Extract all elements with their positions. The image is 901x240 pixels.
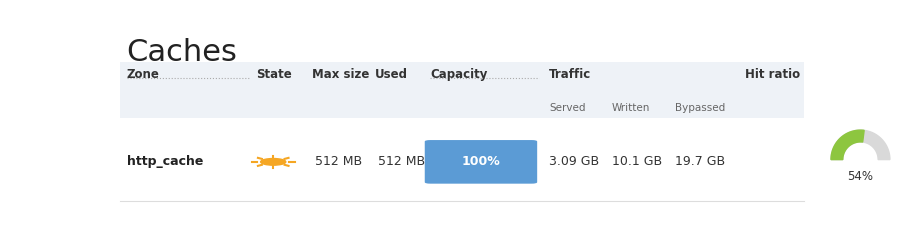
Text: 19.7 GB: 19.7 GB: [675, 155, 725, 168]
Text: 512 MB: 512 MB: [315, 155, 362, 168]
Text: http_cache: http_cache: [126, 155, 203, 168]
Text: 3.09 GB: 3.09 GB: [549, 155, 599, 168]
Circle shape: [260, 159, 286, 165]
Text: Traffic: Traffic: [549, 68, 591, 81]
Text: Bypassed: Bypassed: [675, 103, 725, 113]
Text: Max size: Max size: [312, 68, 369, 81]
Text: State: State: [256, 68, 292, 81]
Polygon shape: [831, 130, 890, 160]
Text: 100%: 100%: [461, 155, 500, 168]
Text: Zone: Zone: [126, 68, 159, 81]
Text: Caches: Caches: [126, 38, 238, 67]
Text: Used: Used: [375, 68, 407, 81]
Text: 10.1 GB: 10.1 GB: [612, 155, 662, 168]
Polygon shape: [831, 130, 864, 160]
FancyBboxPatch shape: [120, 62, 804, 118]
Text: Served: Served: [549, 103, 586, 113]
Text: Written: Written: [612, 103, 651, 113]
Text: 512 MB: 512 MB: [378, 155, 425, 168]
Text: Hit ratio: Hit ratio: [744, 68, 800, 81]
Text: Capacity: Capacity: [431, 68, 487, 81]
Text: 54%: 54%: [848, 170, 873, 183]
FancyBboxPatch shape: [424, 140, 537, 184]
